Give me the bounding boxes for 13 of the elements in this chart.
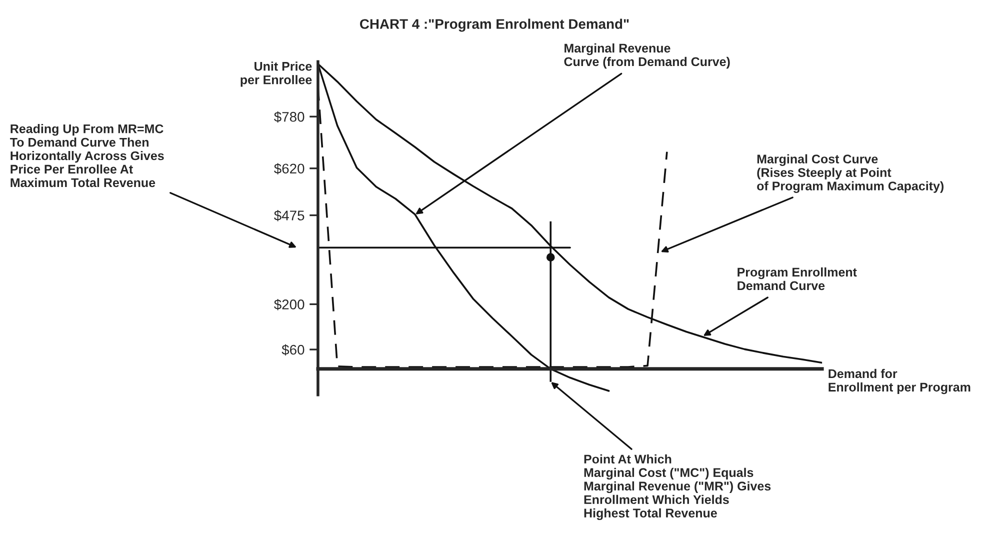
text: Point At Which Marginal Cost ("MC") Equals Marginal Revenue ("MR") Gives Enrollment Which Yields Highest Total Revenue [584, 454, 771, 520]
y-tick-label: $60 [282, 344, 304, 356]
y-axis-title: Unit Price per Enrollee [240, 62, 312, 87]
y-tick-label: $475 [274, 210, 304, 222]
y-tick-label: $200 [274, 298, 304, 310]
x-axis-title: Demand for Enrollment per Program [828, 368, 970, 394]
annotation: Marginal Revenue Curve (from Demand Curve) [564, 43, 730, 69]
annotation: Marginal Cost Curve (Rises Steeply at Point of Program Maximum Capacity) [757, 154, 944, 193]
y-tick-label: $620 [274, 163, 304, 174]
text: Reading Up From MR=MC To Demand Curve Then Horizontally Across Gives Price Per Enrollee At Maximum Total Revenue [10, 124, 164, 188]
chart-title: CHART 4 :"Program Enrolment Demand" [360, 18, 629, 32]
y-tick-label: $780 [274, 111, 304, 123]
annotation: Program Enrollment Demand Curve [738, 267, 857, 290]
